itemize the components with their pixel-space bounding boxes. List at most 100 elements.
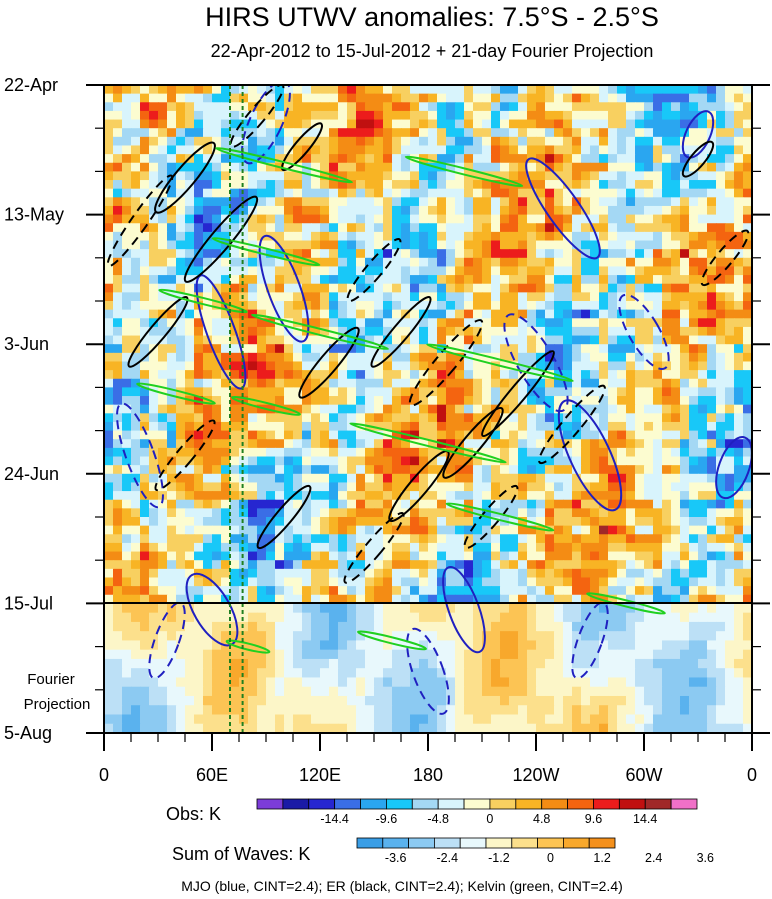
heatmap-cell bbox=[716, 283, 726, 293]
heatmap-cell bbox=[167, 686, 177, 697]
heatmap-cell bbox=[671, 136, 681, 147]
heatmap-cell bbox=[482, 154, 492, 164]
heatmap-cell bbox=[581, 214, 591, 224]
heatmap-cell bbox=[239, 534, 249, 544]
heatmap-cell bbox=[320, 542, 330, 553]
heatmap-cell bbox=[167, 102, 177, 112]
heatmap-cell bbox=[212, 257, 222, 268]
heatmap-cell bbox=[707, 499, 717, 509]
heatmap-cell bbox=[734, 128, 744, 138]
heatmap-cell bbox=[707, 378, 717, 388]
heatmap-cell bbox=[122, 266, 132, 276]
heatmap-cell bbox=[734, 631, 744, 642]
heatmap-cell bbox=[149, 594, 159, 603]
heatmap-cell bbox=[536, 387, 546, 397]
heatmap-cell bbox=[383, 275, 393, 285]
heatmap-cell bbox=[248, 257, 258, 268]
heatmap-cell bbox=[599, 110, 609, 121]
heatmap-cell bbox=[113, 85, 123, 95]
heatmap-cell bbox=[743, 119, 752, 129]
heatmap-cell bbox=[383, 603, 393, 614]
heatmap-cell bbox=[320, 577, 330, 587]
heatmap-cell bbox=[608, 517, 618, 527]
heatmap-cell bbox=[446, 223, 456, 233]
heatmap-cell bbox=[410, 85, 420, 95]
heatmap-cell bbox=[284, 387, 294, 397]
heatmap-cell bbox=[599, 257, 609, 268]
heatmap-cell bbox=[662, 370, 672, 380]
heatmap-cell bbox=[239, 413, 249, 423]
heatmap-cell bbox=[302, 249, 312, 259]
heatmap-cell bbox=[428, 128, 438, 138]
heatmap-cell bbox=[716, 387, 726, 397]
heatmap-cell bbox=[689, 119, 699, 129]
heatmap-cell bbox=[410, 197, 420, 207]
heatmap-cell bbox=[167, 404, 177, 414]
heatmap-cell bbox=[500, 658, 510, 669]
heatmap-cell bbox=[392, 378, 402, 388]
heatmap-cell bbox=[500, 430, 510, 440]
heatmap-cell bbox=[203, 473, 213, 484]
heatmap-cell bbox=[653, 456, 663, 466]
heatmap-cell bbox=[563, 491, 573, 501]
heatmap-cell bbox=[644, 396, 654, 406]
heatmap-cell bbox=[257, 396, 267, 406]
heatmap-cell bbox=[257, 309, 267, 319]
heatmap-cell bbox=[734, 517, 744, 527]
heatmap-cell bbox=[509, 162, 519, 172]
heatmap-cell bbox=[176, 491, 186, 501]
heatmap-cell bbox=[518, 119, 528, 129]
heatmap-cell bbox=[491, 145, 501, 155]
heatmap-cell bbox=[194, 621, 204, 632]
heatmap-cell bbox=[158, 508, 168, 518]
heatmap-cell bbox=[194, 396, 204, 406]
heatmap-cell bbox=[113, 542, 123, 553]
heatmap-cell bbox=[446, 560, 456, 570]
heatmap-cell bbox=[482, 102, 492, 112]
heatmap-cell bbox=[347, 640, 357, 651]
heatmap-cell bbox=[473, 119, 483, 129]
heatmap-cell bbox=[383, 551, 393, 561]
heatmap-cell bbox=[464, 465, 474, 475]
heatmap-cell bbox=[194, 231, 204, 242]
heatmap-cell bbox=[662, 85, 672, 95]
heatmap-cell bbox=[455, 205, 465, 216]
heatmap-cell bbox=[464, 387, 474, 397]
heatmap-cell bbox=[158, 640, 168, 651]
heatmap-cell bbox=[437, 370, 447, 380]
heatmap-cell bbox=[203, 292, 213, 302]
heatmap-cell bbox=[338, 249, 348, 259]
heatmap-cell bbox=[554, 640, 564, 651]
heatmap-cell bbox=[347, 128, 357, 138]
heatmap-cell bbox=[662, 361, 672, 371]
heatmap-cell bbox=[122, 214, 132, 224]
heatmap-cell bbox=[482, 658, 492, 669]
heatmap-cell bbox=[194, 447, 204, 458]
heatmap-cell bbox=[635, 180, 645, 190]
heatmap-cell bbox=[635, 119, 645, 129]
heatmap-cell bbox=[212, 447, 222, 458]
heatmap-cell bbox=[329, 421, 339, 432]
heatmap-cell bbox=[509, 612, 519, 623]
heatmap-cell bbox=[311, 465, 321, 475]
heatmap-cell bbox=[671, 301, 681, 311]
heatmap-cell bbox=[581, 110, 591, 121]
heatmap-cell bbox=[311, 525, 321, 535]
heatmap-cell bbox=[680, 231, 690, 242]
heatmap-cell bbox=[644, 577, 654, 587]
heatmap-cell bbox=[248, 180, 258, 190]
heatmap-cell bbox=[743, 197, 752, 207]
heatmap-cell bbox=[707, 594, 717, 603]
heatmap-cell bbox=[239, 110, 249, 121]
heatmap-cell bbox=[428, 658, 438, 669]
heatmap-cell bbox=[689, 249, 699, 259]
heatmap-cell bbox=[149, 93, 159, 103]
heatmap-cell bbox=[554, 525, 564, 535]
heatmap-cell bbox=[158, 499, 168, 509]
heatmap-cell bbox=[545, 249, 555, 259]
heatmap-cell bbox=[635, 668, 645, 679]
heatmap-cell bbox=[689, 154, 699, 164]
heatmap-cell bbox=[518, 266, 528, 276]
heatmap-cell bbox=[626, 249, 636, 259]
heatmap-cell bbox=[365, 275, 375, 285]
